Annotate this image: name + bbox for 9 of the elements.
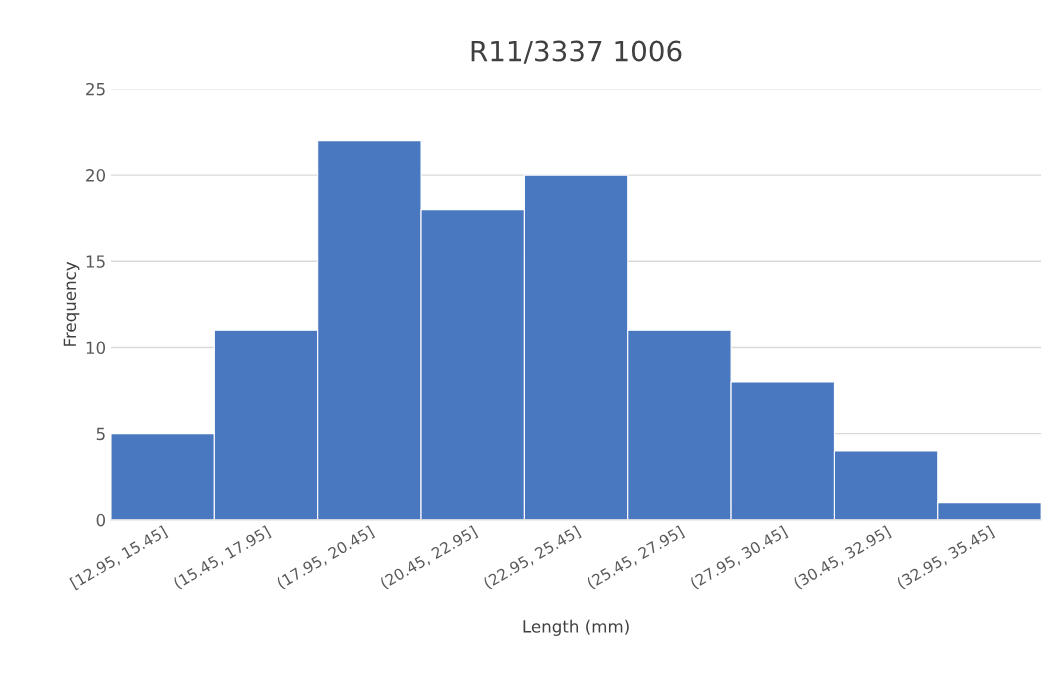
x-axis-title: Length (mm) (523, 619, 629, 636)
y-tick-label: 0 (96, 513, 106, 527)
y-axis-title: Frequency (63, 261, 80, 346)
y-tick-label: 20 (86, 169, 106, 182)
y-tick-label: 15 (86, 255, 105, 268)
y-tick-label: 10 (86, 341, 106, 355)
chart-title: R11/3337 1006 (471, 40, 682, 64)
y-tick-label: 5 (96, 427, 105, 441)
y-tick-label: 25 (86, 82, 105, 96)
